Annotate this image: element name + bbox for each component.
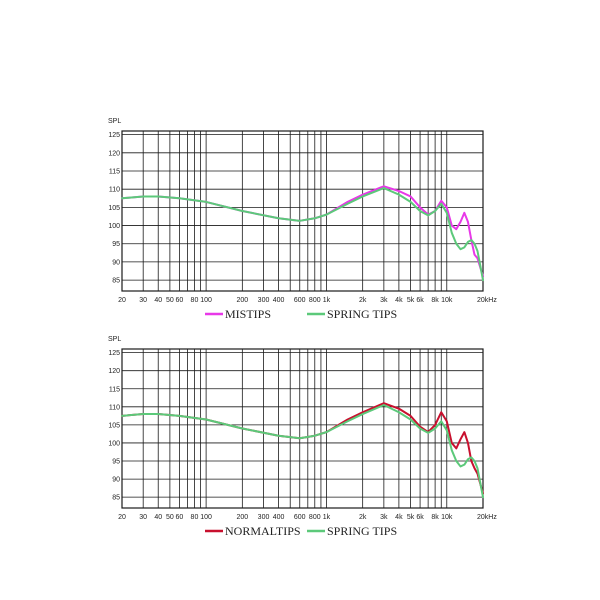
x-tick-label: 6k: [416, 514, 424, 521]
y-tick-label: 110: [109, 187, 120, 194]
series-line-1: [121, 402, 484, 495]
x-tick-label: 20kHz: [477, 297, 497, 304]
x-tick-label: 800: [309, 514, 321, 521]
x-tick-label: 60: [176, 514, 184, 521]
y-tick-label: 105: [108, 422, 120, 429]
x-tick-label: 1k: [323, 514, 331, 521]
x-tick-label: 5k: [407, 514, 415, 521]
x-tick-label: 100: [200, 514, 212, 521]
x-tick-label: 6k: [416, 297, 424, 304]
y-axis-title: SPL: [108, 118, 121, 125]
x-tick-label: 300: [258, 514, 270, 521]
y-tick-label: 115: [109, 386, 120, 393]
x-tick-label: 3k: [380, 514, 388, 521]
x-tick-label: 10k: [441, 514, 453, 521]
y-tick-label: 120: [108, 368, 120, 375]
x-tick-label: 8k: [431, 297, 439, 304]
y-tick-label: 120: [108, 150, 120, 157]
plot-frame: [121, 130, 484, 292]
legend-label-2: SPRING TIPS: [327, 307, 397, 321]
x-tick-label: 400: [273, 514, 285, 521]
legend-label-2: SPRING TIPS: [327, 524, 397, 538]
y-tick-label: 110: [109, 404, 120, 411]
legend-label-1: MISTIPS: [225, 307, 271, 321]
x-tick-label: 20: [118, 514, 126, 521]
x-tick-label: 10k: [441, 297, 453, 304]
x-tick-label: 800: [309, 297, 321, 304]
series-line-1: [121, 185, 484, 278]
x-tick-label: 40: [154, 514, 162, 521]
y-tick-label: 100: [108, 223, 120, 230]
x-tick-label: 400: [273, 297, 285, 304]
y-tick-label: 125: [108, 350, 120, 357]
legend-label-1: NORMALTIPS: [225, 524, 301, 538]
x-tick-label: 5k: [407, 297, 415, 304]
x-tick-label: 30: [139, 514, 147, 521]
y-tick-label: 115: [109, 169, 120, 176]
y-tick-label: 95: [112, 459, 120, 466]
y-tick-label: 95: [112, 241, 120, 248]
y-tick-label: 105: [108, 205, 120, 212]
x-tick-label: 20: [118, 297, 126, 304]
x-tick-label: 80: [191, 514, 199, 521]
x-tick-label: 50: [166, 297, 174, 304]
x-tick-label: 40: [154, 297, 162, 304]
y-tick-label: 100: [108, 440, 120, 447]
x-tick-label: 600: [294, 297, 306, 304]
x-tick-label: 600: [294, 514, 306, 521]
plot-frame: [121, 348, 484, 509]
x-tick-label: 60: [176, 297, 184, 304]
x-tick-label: 2k: [359, 297, 367, 304]
y-tick-label: 85: [112, 495, 120, 502]
series-line-2: [121, 404, 484, 499]
x-tick-label: 20kHz: [477, 514, 497, 521]
x-tick-label: 2k: [359, 514, 367, 521]
x-tick-label: 50: [166, 514, 174, 521]
x-tick-label: 4k: [395, 514, 403, 521]
series-line-2: [121, 187, 484, 282]
x-tick-label: 300: [258, 297, 270, 304]
y-axis-title: SPL: [108, 336, 121, 343]
x-tick-label: 8k: [431, 514, 439, 521]
x-tick-label: 80: [191, 297, 199, 304]
y-tick-label: 85: [112, 278, 120, 285]
x-tick-label: 4k: [395, 297, 403, 304]
x-tick-label: 200: [236, 297, 248, 304]
x-tick-label: 100: [200, 297, 212, 304]
x-tick-label: 30: [139, 297, 147, 304]
x-tick-label: 1k: [323, 297, 331, 304]
y-tick-label: 90: [112, 259, 120, 266]
y-tick-label: 90: [112, 477, 120, 484]
x-tick-label: 200: [236, 514, 248, 521]
y-tick-label: 125: [108, 132, 120, 139]
x-tick-label: 3k: [380, 297, 388, 304]
